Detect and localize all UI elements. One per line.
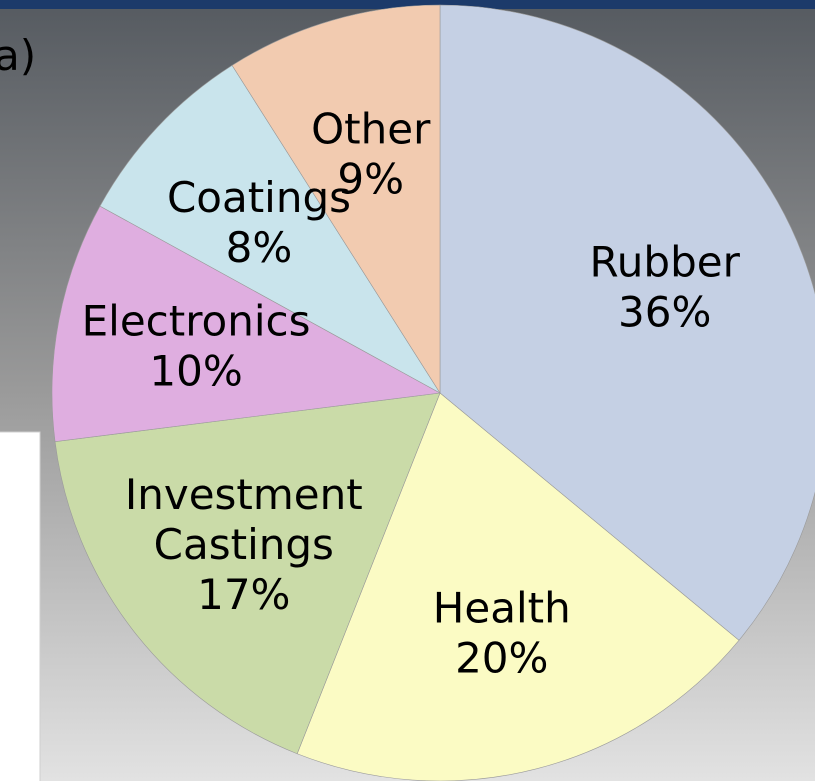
value-label: 9%: [337, 155, 404, 204]
category-label: Coatings: [167, 173, 351, 222]
value-label: 20%: [455, 634, 548, 683]
category-label: Investment Castings: [125, 470, 363, 569]
pie-slice: [231, 4, 441, 395]
value-label: 17%: [197, 570, 290, 619]
category-label: Other: [311, 105, 431, 154]
value-label: 8%: [226, 223, 293, 272]
pie-slice: [296, 392, 740, 781]
side-panel: [0, 431, 41, 781]
pie-slice: [54, 392, 441, 755]
category-label: Electronics: [82, 296, 311, 345]
annotation: a): [0, 31, 36, 80]
value-label: 10%: [149, 346, 242, 395]
category-label: Rubber: [590, 237, 741, 286]
pie-slice: [51, 205, 441, 442]
pie-slice: [99, 64, 441, 394]
pie-slice: [439, 4, 815, 641]
top-strip: [0, 0, 815, 9]
value-label: 36%: [618, 287, 711, 336]
category-label: Health: [433, 584, 571, 633]
